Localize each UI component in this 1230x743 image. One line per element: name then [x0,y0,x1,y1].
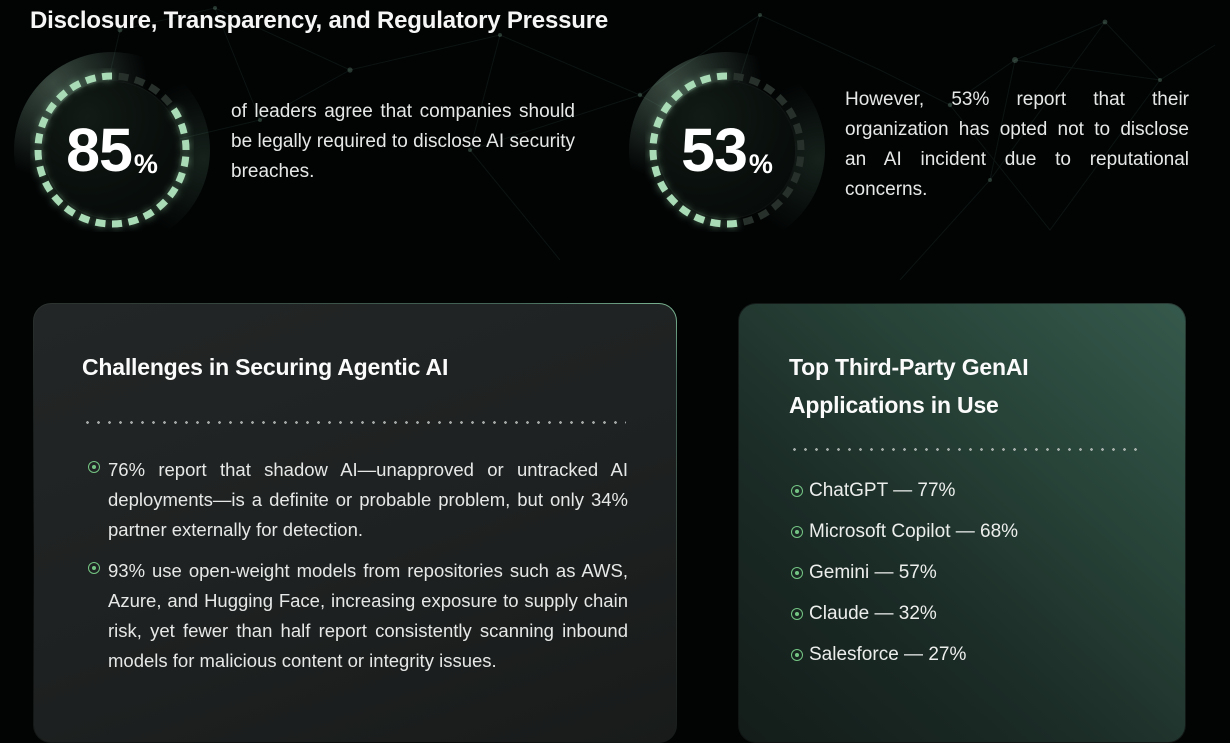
gauge-number: 53 [681,116,748,184]
card-title: Challenges in Securing Agentic AI [82,354,449,380]
circle-dot-bullet-icon [88,562,100,574]
dashed-progress-ring-icon [649,72,805,228]
circle-dot-bullet-icon [791,526,803,538]
circle-dot-bullet-icon [791,649,803,661]
gauge-percent-sign: % [748,148,773,179]
stat-block-85: 85 % of leaders agree that companies sho… [14,52,575,248]
dotted-divider [789,448,1137,451]
gauge-value: 85 % [30,68,194,232]
list-item-text: Claude — 32% [809,603,937,624]
circle-dot-bullet-icon [791,567,803,579]
dashed-progress-ring-icon [34,72,190,228]
list-item-text: 93% use open-weight models from reposito… [108,560,628,671]
card-challenges: Challenges in Securing Agentic AI 76% re… [34,304,676,742]
card-title: Top Third-Party GenAI Applications in Us… [789,354,1029,418]
stat-block-53: 53 % However, 53% report that their orga… [629,52,1189,248]
page-title: Disclosure, Transparency, and Regulatory… [30,7,608,34]
list-item-text: Gemini — 57% [809,562,937,583]
stat-description: of leaders agree that companies should b… [231,101,575,182]
list-item: Claude — 32% [789,604,1137,623]
circle-dot-bullet-icon [791,485,803,497]
dotted-divider [82,421,626,424]
gauge-number: 85 [66,116,133,184]
gauge-ring-53: 53 % [629,52,825,248]
list-item: Salesforce — 27% [789,645,1137,664]
stat-description: However, 53% report that their organizat… [845,89,1189,200]
challenges-list: 76% report that shadow AI—unapproved or … [82,455,628,676]
gauge-disc [658,81,796,219]
gauge-ring-85: 85 % [14,52,210,248]
list-item: Microsoft Copilot — 68% [789,522,1137,541]
list-item-text: 76% report that shadow AI—unapproved or … [108,459,628,540]
genai-apps-list: ChatGPT — 77% Microsoft Copilot — 68% Ge… [789,481,1137,664]
list-item: ChatGPT — 77% [789,481,1137,500]
card-genai-apps: Top Third-Party GenAI Applications in Us… [739,304,1185,742]
card-genai-apps-border: Top Third-Party GenAI Applications in Us… [738,303,1186,743]
list-item-text: ChatGPT — 77% [809,480,956,501]
list-item: 93% use open-weight models from reposito… [82,556,628,676]
gauge-disc [43,81,181,219]
list-item-text: Microsoft Copilot — 68% [809,521,1019,542]
list-item: Gemini — 57% [789,563,1137,582]
gauge-percent-sign: % [133,148,158,179]
card-challenges-border: Challenges in Securing Agentic AI 76% re… [33,303,677,743]
circle-dot-bullet-icon [88,461,100,473]
list-item: 76% report that shadow AI—unapproved or … [82,455,628,545]
circle-dot-bullet-icon [791,608,803,620]
gauge-value: 53 % [645,68,809,232]
list-item-text: Salesforce — 27% [809,644,967,665]
